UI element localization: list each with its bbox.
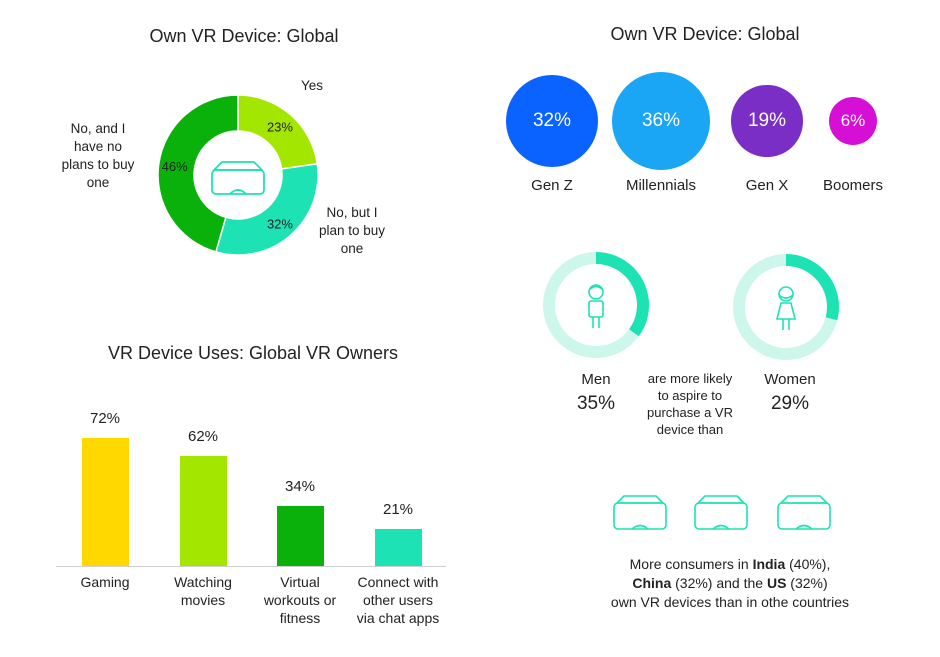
uses-bar — [374, 528, 422, 566]
uses-bar-category: Virtual workouts or fitness — [263, 574, 337, 626]
gender-rings — [543, 252, 839, 360]
uses-bar-value: 62% — [187, 427, 219, 445]
men-label: Men — [581, 371, 611, 388]
generation-circle: 19% — [731, 85, 803, 157]
uses-chart-title: VR Device Uses: Global VR Owners — [107, 343, 399, 363]
vr-headset-icon — [694, 495, 748, 530]
generation-label: Millennials — [625, 177, 697, 194]
generation-circle: 6% — [829, 97, 877, 145]
women-label: Women — [764, 371, 816, 388]
donut-chart-title: Own VR Device: Global — [149, 26, 339, 46]
uses-bar-category: Watching movies — [174, 574, 232, 608]
uses-bar — [179, 455, 227, 566]
country-headsets — [613, 495, 831, 530]
uses-bar-value: 72% — [89, 410, 121, 427]
gender-middle-text: are more likely to aspire to purchase a … — [647, 371, 733, 437]
vr-headset-icon — [211, 161, 265, 195]
gender-ring-fill — [733, 254, 839, 360]
uses-bar-value: 21% — [382, 500, 414, 518]
donut-value-label: 32% — [267, 216, 293, 231]
uses-bar-category: Gaming — [80, 574, 130, 590]
man-icon — [588, 284, 604, 328]
generation-circle: 36% — [612, 72, 710, 170]
bar-axis-line — [56, 566, 446, 567]
uses-bar — [276, 505, 324, 566]
uses-bar-category: Connect with other users via chat apps — [356, 574, 440, 626]
countries-text: More consumers in India (40%), China (32… — [610, 556, 850, 610]
donut-value-label: 23% — [267, 120, 293, 135]
vr-headset-icon — [777, 495, 831, 530]
woman-icon — [775, 286, 797, 330]
donut-value-label: 46% — [162, 159, 188, 174]
donut-slice — [157, 94, 239, 253]
donut-slice — [214, 162, 319, 256]
donut-category-label: Yes — [301, 78, 323, 93]
uses-bar — [81, 438, 129, 566]
women-value: 29% — [770, 393, 810, 414]
vr-headset-icon — [613, 495, 667, 530]
generation-label: Gen Z — [531, 177, 573, 194]
generation-circle: 32% — [505, 74, 599, 168]
generations-title: Own VR Device: Global — [610, 24, 800, 44]
generation-label: Gen X — [745, 177, 789, 194]
uses-bar-value: 34% — [284, 477, 316, 495]
men-value: 35% — [576, 393, 616, 414]
gender-ring-fill — [543, 252, 649, 358]
generation-label: Boomers — [822, 177, 884, 194]
